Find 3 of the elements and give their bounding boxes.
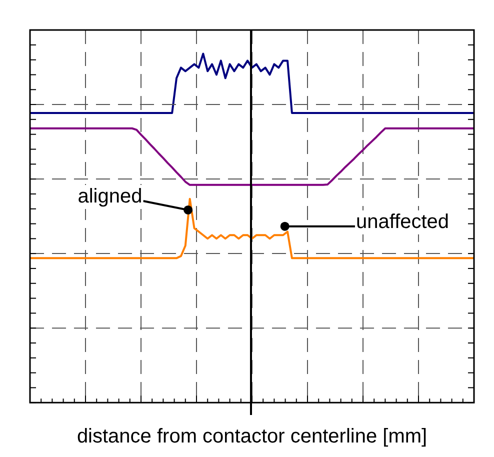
- annotation: aligned: [78, 186, 142, 208]
- x-axis-title: distance from contactor centerline [mm]: [76, 426, 428, 448]
- annotation: unaffected: [356, 210, 450, 233]
